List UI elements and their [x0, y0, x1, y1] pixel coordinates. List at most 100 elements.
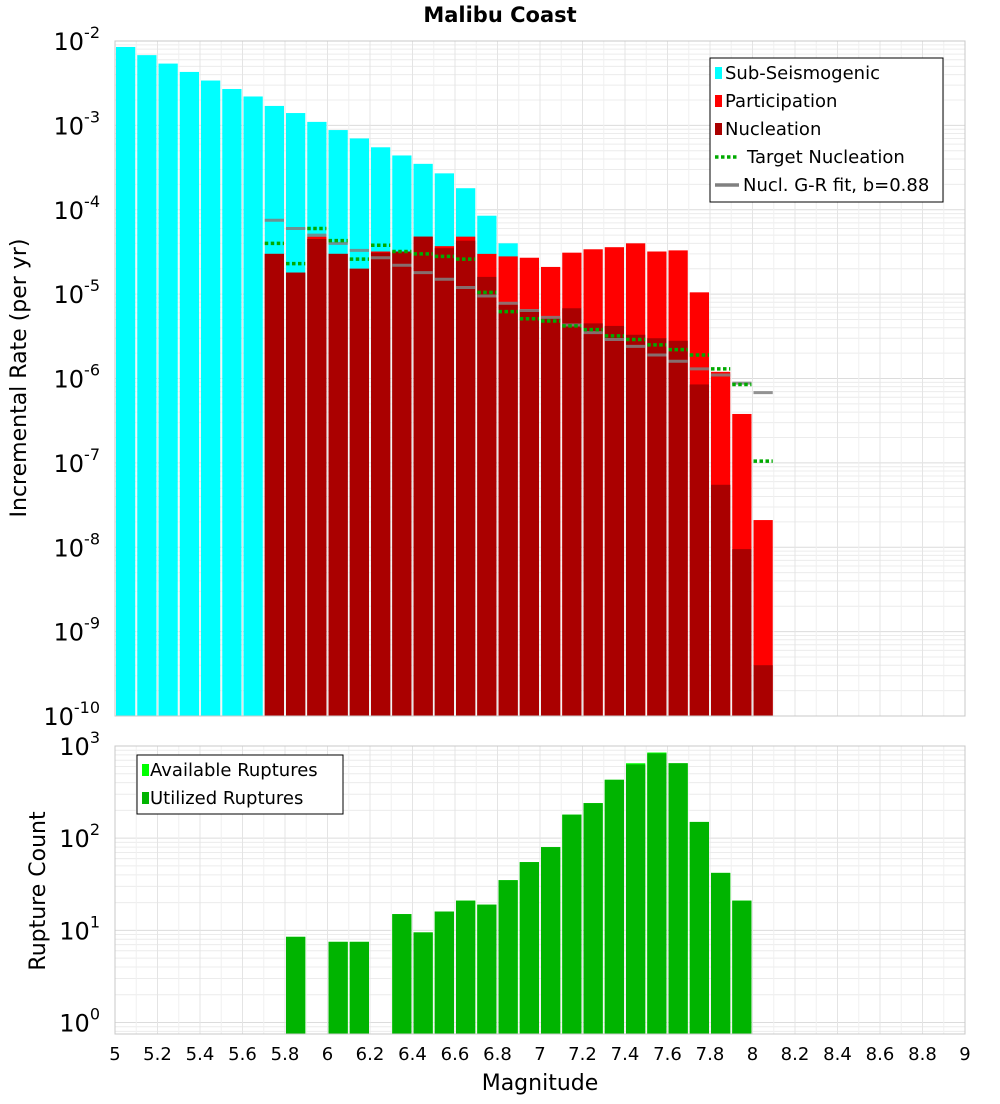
x-axis-ticks: 5 5.2 5.4 5.6 5.8 6 6.2 6.4 6.6 6.8 7 7.2 7.4 7.6 7.8 8… [109, 1044, 970, 1065]
x-tick-label: 8.6 [866, 1044, 895, 1065]
y-tick-label: 10-5 [54, 276, 101, 309]
x-tick-label: 8 [747, 1044, 758, 1065]
legend-swatch [715, 123, 722, 135]
subseismogenic-bar [179, 71, 199, 717]
nucleation-bar [392, 251, 412, 716]
utilized-ruptures-bar [286, 936, 306, 1034]
utilized-ruptures-bar [392, 914, 412, 1034]
bottom-plot-y-ticks: 103 102 101 100 [59, 728, 100, 1037]
bottom-plot-grid [114, 745, 966, 1034]
x-tick-label: 9 [959, 1044, 970, 1065]
legend-box [709, 57, 944, 203]
y-tick-label: 10-7 [54, 445, 101, 478]
utilized-ruptures-bar [413, 932, 433, 1034]
nucleation-bar [286, 272, 306, 716]
utilized-ruptures-bar [647, 753, 667, 1034]
utilized-ruptures-bar [541, 847, 561, 1034]
subseismogenic-bar [137, 55, 157, 716]
utilized-ruptures-bar [498, 880, 518, 1034]
nucleation-bar [264, 253, 284, 716]
legend-swatch [142, 764, 149, 776]
subseismogenic-bar [243, 96, 263, 716]
x-tick-label: 6.4 [398, 1044, 427, 1065]
subseismogenic-bar [201, 80, 221, 716]
utilized-ruptures-bar [732, 900, 752, 1034]
legend-label: Available Ruptures [150, 760, 318, 781]
top-plot-bars [116, 46, 773, 717]
nucleation-bar [371, 252, 391, 716]
utilized-ruptures-bar [583, 803, 603, 1034]
nucleation-bar [583, 323, 603, 716]
utilized-ruptures-bar [328, 941, 348, 1034]
y-tick-label: 10-8 [54, 529, 101, 562]
nucleation-bar [434, 248, 454, 717]
top-plot-legend: Sub-Seismogenic Participation Nucleation Ta… [709, 57, 944, 203]
utilized-ruptures-bar [689, 821, 709, 1034]
x-tick-label: 7.8 [696, 1044, 725, 1065]
y-tick-label: 103 [59, 728, 100, 761]
x-tick-label: 7.2 [568, 1044, 597, 1065]
legend-label: Sub-Seismogenic [725, 63, 880, 84]
subseismogenic-bar [158, 63, 178, 716]
nucleation-bar [604, 325, 624, 716]
x-tick-label: 6.6 [441, 1044, 470, 1065]
legend-label: Nucleation [725, 119, 821, 140]
nucleation-bar [732, 549, 752, 716]
nucleation-bar [689, 384, 709, 716]
x-tick-label: 5 [109, 1044, 120, 1065]
y-tick-label: 10-3 [54, 107, 101, 140]
nucleation-bar [541, 318, 561, 716]
y-tick-label: 10-4 [54, 192, 101, 225]
nucleation-bar [626, 334, 646, 716]
x-tick-label: 8.2 [781, 1044, 810, 1065]
x-tick-label: 5.8 [271, 1044, 300, 1065]
x-tick-label: 5.2 [143, 1044, 172, 1065]
legend-label: Participation [725, 91, 837, 112]
nucleation-bar [328, 253, 348, 716]
utilized-ruptures-bar [456, 900, 476, 1034]
utilized-ruptures-bar [434, 911, 454, 1034]
nucleation-bar [711, 484, 731, 716]
top-plot-frame [114, 40, 966, 717]
nucleation-bar [456, 240, 476, 717]
x-tick-label: 5.6 [228, 1044, 257, 1065]
nucleation-bar [477, 276, 497, 716]
nucleation-bar [307, 239, 327, 716]
subseismogenic-bar [222, 88, 242, 716]
utilized-ruptures-bar [477, 904, 497, 1034]
y-tick-label: 10-10 [43, 698, 100, 731]
y-tick-label: 10-2 [54, 23, 101, 56]
legend-swatch [142, 792, 149, 804]
nucleation-bar [562, 308, 582, 716]
nucleation-bar [668, 340, 688, 716]
legend-swatch [715, 67, 722, 79]
nucleation-bar [647, 338, 667, 716]
utilized-ruptures-bar [711, 872, 731, 1034]
top-y-axis-label: Incremental Rate (per yr) [7, 239, 32, 518]
bottom-y-axis-label: Rupture Count [26, 811, 51, 971]
utilized-ruptures-bar [562, 814, 582, 1034]
nucleation-bar [349, 268, 369, 716]
x-tick-label: 7 [534, 1044, 545, 1065]
utilized-ruptures-bar [668, 763, 688, 1034]
x-tick-label: 7.4 [611, 1044, 640, 1065]
x-tick-label: 6.8 [483, 1044, 512, 1065]
y-tick-label: 101 [59, 912, 100, 945]
x-tick-label: 8.4 [823, 1044, 852, 1065]
bottom-plot-legend: Available Ruptures Utilized Ruptures [136, 754, 344, 815]
utilized-ruptures-bar [519, 862, 539, 1034]
nucleation-bar [753, 665, 773, 716]
legend-label: Utilized Ruptures [150, 788, 303, 809]
utilized-ruptures-bar [349, 941, 369, 1034]
y-tick-label: 10-9 [54, 614, 101, 647]
y-tick-label: 10-6 [54, 361, 101, 394]
legend-box [136, 754, 344, 815]
chart-title: Malibu Coast [423, 3, 576, 27]
utilized-ruptures-bar [604, 779, 624, 1034]
x-tick-label: 5.4 [186, 1044, 215, 1065]
nucleation-bar [498, 304, 518, 716]
bottom-plot-bars [286, 752, 752, 1034]
y-tick-label: 100 [59, 1004, 100, 1037]
